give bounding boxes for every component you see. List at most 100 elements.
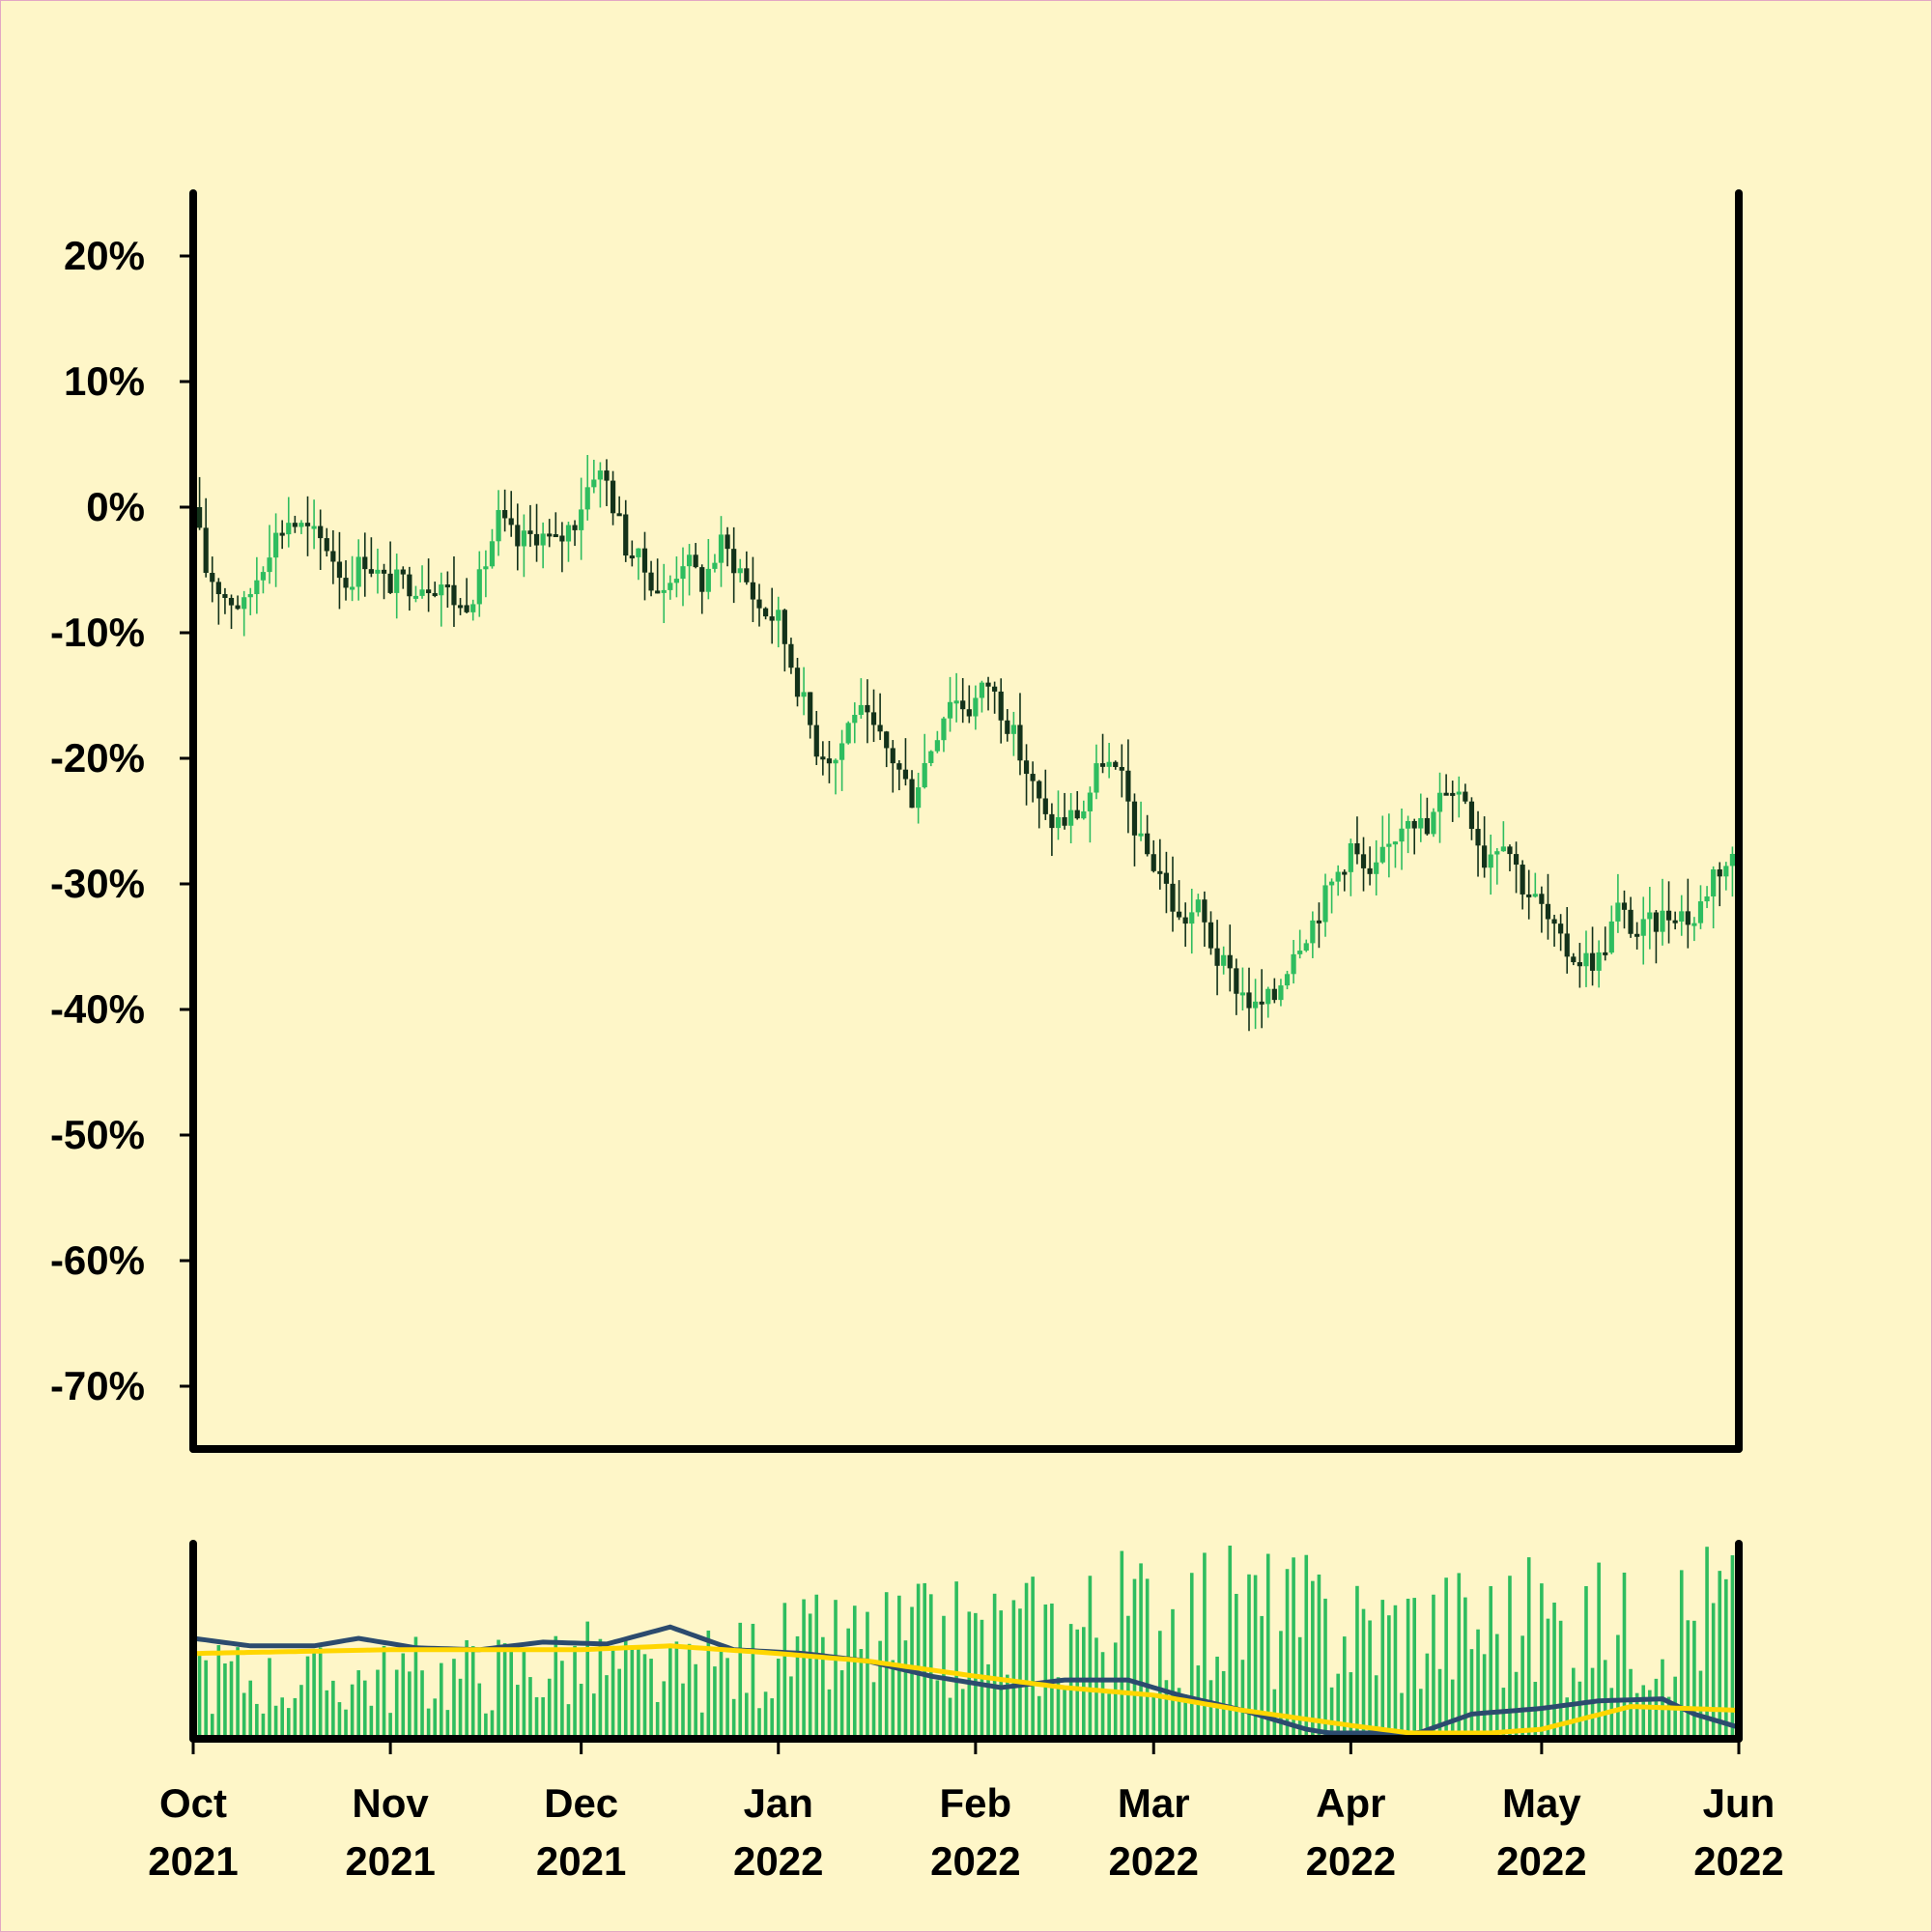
candle-body [693,554,698,568]
volume-bar [1432,1594,1435,1735]
volume-bar [725,1658,729,1735]
volume-bar [305,1656,310,1735]
candle-body [1679,911,1685,922]
volume-bar [878,1640,882,1735]
candle-body [1685,911,1690,925]
volume-bar [458,1678,463,1735]
candle-body [470,604,476,612]
volume-bar [1018,1608,1022,1735]
candle-body [1131,801,1138,836]
volume-bar [1577,1681,1582,1735]
candle-body [604,470,610,481]
candle-body [591,479,597,488]
candle-body [712,562,718,569]
candle-body [1596,952,1602,971]
candle-body [801,692,807,697]
volume-bars [191,1546,1741,1735]
volume-bar [1648,1690,1652,1735]
candle-body [960,700,966,710]
volume-bar [1145,1578,1150,1735]
candle-body [579,509,584,530]
candle-body [1182,917,1188,924]
candle-body [1087,792,1093,811]
candle-body [1628,909,1634,934]
candle-body [1526,894,1532,897]
volume-bar [1132,1578,1137,1735]
x-tick-year-label: 2022 [1496,1838,1586,1884]
candle-body [1239,992,1246,996]
candle-body [375,569,381,574]
candle-body [1704,896,1710,902]
candle-body [228,597,235,606]
volume-bar [1056,1677,1061,1735]
volume-bar [1616,1634,1620,1735]
candle-body [1106,761,1112,767]
volume-bar [1584,1585,1588,1735]
candle-body [1723,866,1729,877]
candle-body [922,762,927,788]
candle-body [1151,854,1156,871]
candle-body [489,541,496,567]
candle-body [1234,968,1239,994]
candle-body [1214,948,1220,966]
price-y-tick-label: -50% [50,1112,145,1157]
candle-body [330,551,336,562]
volume-bar [1730,1555,1735,1735]
candle-body [565,525,572,542]
volume-bar [611,1645,615,1735]
volume-bar [554,1635,558,1735]
x-tick-year-label: 2022 [733,1838,823,1884]
volume-bar [331,1680,335,1735]
volume-bar [866,1611,869,1735]
volume-bar [960,1689,965,1735]
volume-bar [1393,1605,1398,1735]
candle-body [998,691,1004,721]
candle-body [279,532,285,536]
volume-bar [1400,1692,1404,1735]
x-tick-year-label: 2022 [1109,1838,1199,1884]
candle-body [1482,845,1488,868]
volume-bar [426,1708,431,1735]
candle-body [432,593,438,597]
candle-body [1322,885,1328,923]
volume-bar [255,1703,259,1735]
candle-body [737,568,743,574]
candle-body [1208,922,1214,949]
volume-bar [216,1645,221,1735]
candle-body [572,525,578,530]
price-y-tick-label: -40% [50,986,145,1032]
volume-bar [839,1670,844,1735]
volume-bar [1634,1692,1639,1735]
volume-lines [192,1624,1740,1736]
volume-bar [782,1603,787,1735]
volume-bar [541,1697,545,1735]
volume-bar [1215,1656,1219,1735]
volume-bar [1183,1694,1187,1735]
candle-body [762,608,769,617]
x-tick-month-label: Jun [1703,1780,1776,1826]
volume-bar [923,1582,927,1735]
volume-bar [1120,1550,1124,1735]
volume-bar [1323,1598,1327,1735]
volume-bar [1329,1687,1334,1735]
volume-bar [1260,1615,1264,1735]
volume-bar [871,1682,876,1735]
volume-bar [1088,1576,1093,1735]
candle-body [1081,810,1087,819]
volume-bar [293,1697,298,1735]
candle-body [419,589,425,596]
x-tick-month-label: Jan [744,1780,813,1826]
volume-bar [770,1698,774,1735]
candle-body [210,573,215,582]
candle-body [1145,833,1151,855]
candle-body [1221,954,1227,966]
x-tick-year-label: 2022 [1693,1838,1783,1884]
candle-body [1055,816,1062,829]
x-tick-month-label: Feb [940,1780,1012,1826]
candle-body [1062,816,1067,826]
candle-body [1259,1001,1264,1005]
candle-body [953,700,959,704]
volume-bar [1208,1680,1213,1735]
candle-body [394,569,400,593]
volume-bar [470,1646,475,1735]
